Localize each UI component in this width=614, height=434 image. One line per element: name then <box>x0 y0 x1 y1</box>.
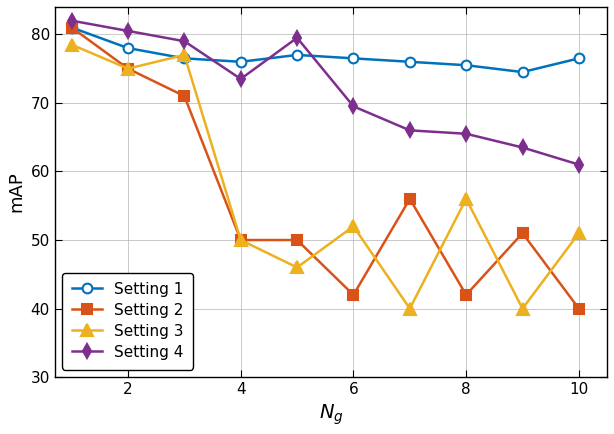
Line: Setting 4: Setting 4 <box>67 16 584 170</box>
Setting 4 <box>293 35 301 40</box>
Setting 1 <box>124 46 131 51</box>
X-axis label: $N_g$: $N_g$ <box>319 403 343 427</box>
Setting 2 <box>462 292 470 297</box>
Setting 2 <box>350 292 357 297</box>
Setting 4 <box>519 145 526 150</box>
Setting 4 <box>406 128 413 133</box>
Setting 4 <box>462 131 470 136</box>
Legend: Setting 1, Setting 2, Setting 3, Setting 4: Setting 1, Setting 2, Setting 3, Setting… <box>63 273 193 369</box>
Setting 3 <box>237 237 244 243</box>
Line: Setting 1: Setting 1 <box>67 23 584 77</box>
Setting 1 <box>181 56 188 61</box>
Setting 3 <box>350 224 357 229</box>
Setting 3 <box>406 306 413 311</box>
Setting 3 <box>575 230 583 236</box>
Setting 2 <box>68 25 76 30</box>
Setting 2 <box>124 66 131 71</box>
Setting 2 <box>519 230 526 236</box>
Setting 2 <box>406 196 413 201</box>
Setting 1 <box>575 56 583 61</box>
Setting 1 <box>293 53 301 58</box>
Setting 2 <box>575 306 583 311</box>
Setting 3 <box>293 265 301 270</box>
Setting 1 <box>68 25 76 30</box>
Setting 3 <box>124 66 131 71</box>
Setting 1 <box>350 56 357 61</box>
Setting 3 <box>181 53 188 58</box>
Setting 4 <box>68 18 76 23</box>
Setting 4 <box>575 162 583 167</box>
Setting 4 <box>181 39 188 44</box>
Setting 1 <box>519 69 526 75</box>
Setting 4 <box>237 76 244 82</box>
Setting 3 <box>519 306 526 311</box>
Setting 2 <box>293 237 301 243</box>
Line: Setting 2: Setting 2 <box>67 23 584 313</box>
Setting 4 <box>350 104 357 109</box>
Setting 3 <box>462 196 470 201</box>
Setting 1 <box>406 59 413 64</box>
Setting 1 <box>237 59 244 64</box>
Line: Setting 3: Setting 3 <box>66 39 585 314</box>
Setting 2 <box>237 237 244 243</box>
Setting 2 <box>181 93 188 99</box>
Setting 4 <box>124 28 131 33</box>
Setting 1 <box>462 62 470 68</box>
Y-axis label: mAP: mAP <box>7 172 25 212</box>
Setting 3 <box>68 42 76 47</box>
